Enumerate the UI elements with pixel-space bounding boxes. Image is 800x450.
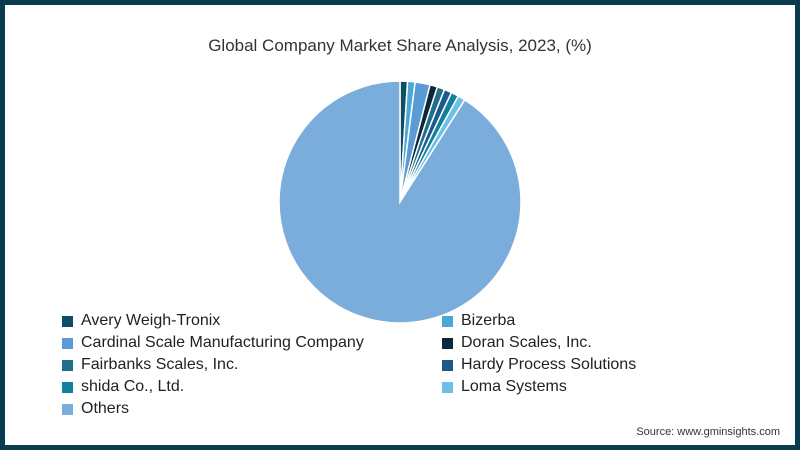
- legend-item-loma: Loma Systems: [442, 378, 567, 396]
- legend-item-bizerba: Bizerba: [442, 312, 515, 330]
- legend-swatch: [62, 381, 73, 393]
- legend-swatch: [62, 337, 73, 349]
- legend-swatch: [62, 315, 73, 327]
- legend-swatch: [62, 359, 73, 371]
- legend-item-fairbanks: Fairbanks Scales, Inc.: [62, 356, 238, 374]
- legend-swatch: [442, 381, 453, 393]
- pie-slice-others: [278, 80, 522, 324]
- legend-item-cardinal: Cardinal Scale Manufacturing Company: [62, 334, 364, 352]
- legend-swatch: [442, 315, 453, 327]
- legend-item-doran: Doran Scales, Inc.: [442, 334, 592, 352]
- legend-swatch: [62, 403, 73, 415]
- legend-item-others: Others: [62, 400, 129, 418]
- legend-item-hardy: Hardy Process Solutions: [442, 356, 636, 374]
- source-note: Source: www.gminsights.com: [636, 426, 780, 438]
- legend-item-avery: Avery Weigh-Tronix: [62, 312, 220, 330]
- chart-title: Global Company Market Share Analysis, 20…: [208, 36, 592, 55]
- legend-swatch: [442, 337, 453, 349]
- legend-item-ishida: shida Co., Ltd.: [62, 378, 184, 396]
- legend-swatch: [442, 359, 453, 371]
